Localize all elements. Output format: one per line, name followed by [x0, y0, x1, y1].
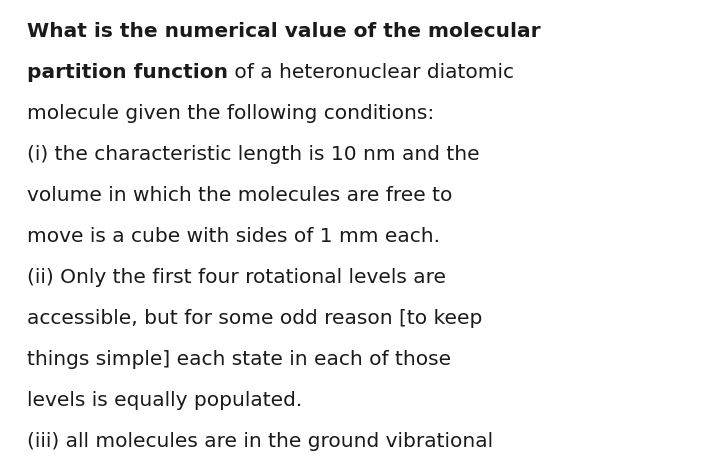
Text: (ii) Only the first four rotational levels are: (ii) Only the first four rotational leve…	[27, 268, 446, 287]
Text: What is the numerical value of the molecular: What is the numerical value of the molec…	[27, 22, 541, 41]
Text: (i) the characteristic length is 10 nm and the: (i) the characteristic length is 10 nm a…	[27, 145, 480, 164]
Text: molecule given the following conditions:: molecule given the following conditions:	[27, 104, 434, 123]
Text: move is a cube with sides of 1 mm each.: move is a cube with sides of 1 mm each.	[27, 227, 440, 246]
Text: (iii) all molecules are in the ground vibrational: (iii) all molecules are in the ground vi…	[27, 432, 493, 451]
Text: volume in which the molecules are free to: volume in which the molecules are free t…	[27, 186, 452, 205]
Text: state;: state;	[27, 473, 85, 474]
Text: accessible, but for some odd reason [to keep: accessible, but for some odd reason [to …	[27, 309, 482, 328]
Text: partition function: partition function	[27, 63, 228, 82]
Text: levels is equally populated.: levels is equally populated.	[27, 391, 302, 410]
Text: of a heteronuclear diatomic: of a heteronuclear diatomic	[228, 63, 514, 82]
Text: things simple] each state in each of those: things simple] each state in each of tho…	[27, 350, 451, 369]
